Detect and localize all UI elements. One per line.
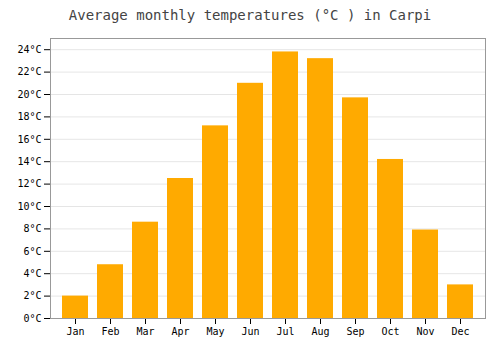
svg-text:Mar: Mar [136,326,154,337]
svg-text:Feb: Feb [101,326,119,337]
svg-text:4°C: 4°C [23,268,41,279]
html-text:Average monthly temperatures (: Average monthly temperatures (°C ) in Ca… [68,7,432,23]
svg-text:6°C: 6°C [23,246,41,257]
svg-text:10°C: 10°C [17,201,41,212]
svg-text:Oct: Oct [381,326,399,337]
svg-text:24°C: 24°C [17,44,41,55]
svg-text:20°C: 20°C [17,89,41,100]
svg-text:12°C: 12°C [17,178,41,189]
svg-text:0°C: 0°C [23,313,41,324]
svg-text:14°C: 14°C [17,156,41,167]
svg-text:Dec: Dec [451,326,469,337]
svg-text:16°C: 16°C [17,134,41,145]
svg-text:18°C: 18°C [17,111,41,122]
svg-text:2°C: 2°C [23,290,41,301]
svg-text:Apr: Apr [171,326,189,337]
svg-text:Nov: Nov [416,326,434,337]
svg-text:Jan: Jan [66,326,84,337]
svg-text:Jun: Jun [241,326,259,337]
svg-text:22°C: 22°C [17,66,41,77]
svg-text:May: May [206,326,224,337]
svg-text:Jul: Jul [276,326,294,337]
svg-text:8°C: 8°C [23,223,41,234]
svg-text:Sep: Sep [346,326,364,337]
svg-text:Aug: Aug [311,326,329,337]
